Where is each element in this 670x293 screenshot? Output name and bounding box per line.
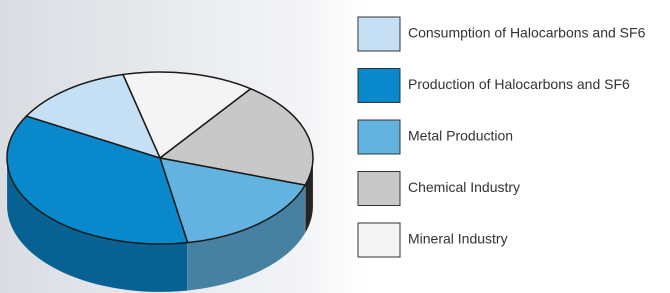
legend-swatch (358, 120, 400, 154)
pie (7, 72, 313, 292)
legend-swatch (358, 172, 400, 206)
legend-swatch (358, 17, 400, 51)
legend-label: Metal Production (408, 128, 513, 144)
legend-label: Consumption of Halocarbons and SF6 (408, 25, 646, 41)
legend-label: Mineral Industry (408, 231, 508, 247)
legend-label: Chemical Industry (408, 179, 520, 195)
chart: Consumption of Halocarbons and SF6 Produc… (0, 0, 670, 293)
legend-label: Production of Halocarbons and SF6 (408, 76, 630, 92)
legend-swatch (358, 223, 400, 257)
legend-swatch (358, 69, 400, 103)
